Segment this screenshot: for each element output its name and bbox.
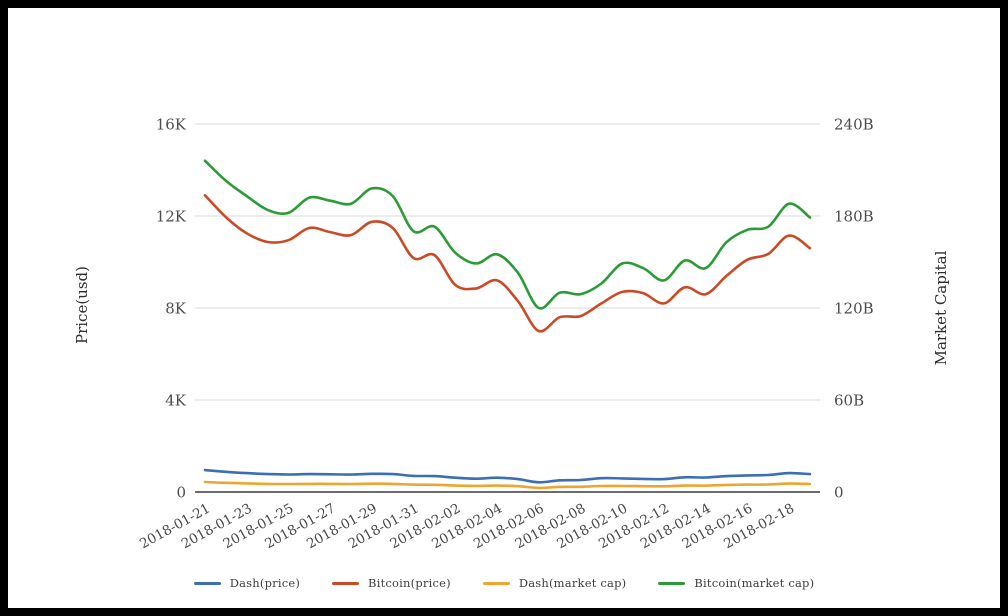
series-line-dash-market-cap [203,480,812,490]
series-line-bitcoin-price [203,194,812,333]
legend-item-label: Bitcoin(price) [368,576,451,590]
left-axis-title: Price(usd) [73,265,91,345]
series-line-dash-price [203,468,812,484]
y-right-tick-label: 60B [834,392,864,410]
y-left-tick-label: 0 [176,484,186,502]
y-left-tick-label: 16K [156,116,187,134]
y-right-tick-label: 0 [834,484,844,502]
right-axis-title: Market Capital [932,250,950,366]
y-left-tick-label: 4K [165,392,187,410]
y-right-tick-label: 240B [834,116,874,134]
legend-item-bitcoin-price[interactable]: Bitcoin(price) [332,576,451,590]
legend-swatch-icon [332,581,360,585]
legend-item-dash-market-cap[interactable]: Dash(market cap) [482,576,627,590]
y-left-tick-label: 12K [156,208,187,226]
legend-item-label: Bitcoin(market cap) [694,576,815,590]
series-line-bitcoin-market-cap [203,159,812,310]
y-right-tick-label: 120B [834,300,874,318]
legend-item-dash-price[interactable]: Dash(price) [193,576,301,590]
legend-swatch-icon [658,581,686,585]
legend-swatch-icon [482,581,510,585]
legend-item-bitcoin-market-cap[interactable]: Bitcoin(market cap) [658,576,814,590]
y-left-tick-label: 8K [165,300,187,318]
legend-item-label: Dash(market cap) [518,576,627,590]
y-right-tick-label: 180B [834,208,874,226]
legend-item-label: Dash(price) [229,576,301,590]
legend-swatch-icon [193,581,221,585]
legend: Dash(price) Bitcoin(price) Dash(market cap… [8,576,1000,590]
